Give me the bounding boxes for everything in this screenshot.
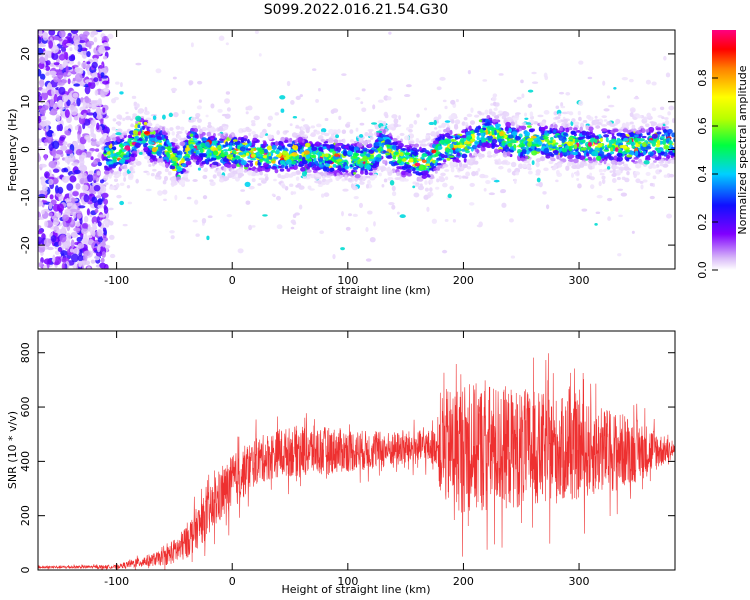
snr-x-tick-label: 100 <box>337 575 358 588</box>
snr-x-tick-label: -100 <box>104 575 129 588</box>
colorbar-tick-label: 0.6 <box>696 117 709 135</box>
snr-y-tick-label: 400 <box>19 451 32 472</box>
colorbar-tick-label: 0.4 <box>696 165 709 183</box>
snr-frame <box>37 330 676 571</box>
spectrogram-ticks <box>38 30 675 269</box>
colorbar-label: Normalized spectral amplitude <box>736 65 749 234</box>
snr-y-tick-label: 600 <box>19 397 32 418</box>
snr-y-tick-label: 200 <box>19 505 32 526</box>
snr-x-axis-label: Height of straight line (km) <box>281 583 430 596</box>
colorbar: 0.0 0.2 0.4 0.6 0.8 Normalized spectral ampl… <box>696 30 749 279</box>
spectrogram-x-tick-labels: -100 0 100 200 300 <box>104 274 589 287</box>
spectrogram-x-tick-label: 0 <box>229 274 236 287</box>
snr-x-tick-labels: -100 0 100 200 300 <box>104 575 589 588</box>
spectrogram-y-tick-labels: -20 -10 0 10 20 <box>19 47 32 254</box>
spectrogram-y-tick-label: 20 <box>19 47 32 61</box>
figure-title: S099.2022.016.21.54.G30 <box>264 2 449 18</box>
colorbar-ticks: 0.0 0.2 0.4 0.6 0.8 <box>696 69 718 279</box>
spectrogram-y-tick-label: -20 <box>19 236 32 254</box>
spectrogram-y-tick-label: -10 <box>19 188 32 206</box>
snr-series-line <box>37 353 676 571</box>
spectrogram-x-tick-label: -100 <box>104 274 129 287</box>
spectrogram-x-tick-label: 100 <box>337 274 358 287</box>
snr-y-tick-label: 800 <box>19 342 32 363</box>
snr-x-tick-label: 200 <box>453 575 474 588</box>
spectrogram-x-tick-label: 300 <box>569 274 590 287</box>
snr-x-tick-label: 300 <box>569 575 590 588</box>
snr-ticks <box>38 331 675 571</box>
spectrogram-y-axis-label: Frequency (Hz) <box>6 109 19 192</box>
spectrogram-x-tick-label: 200 <box>453 274 474 287</box>
spectrogram-heatmap <box>38 30 675 269</box>
snr-x-tick-label: 0 <box>229 575 236 588</box>
snr-y-tick-labels: 0 200 400 600 800 <box>19 342 32 573</box>
colorbar-gradient <box>712 30 736 270</box>
colorbar-tick-label: 0.8 <box>696 69 709 87</box>
spectrogram-y-tick-label: 10 <box>19 95 32 109</box>
snr-y-axis-label: SNR (10 * v/v) <box>6 411 19 489</box>
spectrogram-x-axis-label: Height of straight line (km) <box>281 284 430 297</box>
snr-y-tick-label: 0 <box>19 567 32 574</box>
colorbar-tick-label: 0.0 <box>696 261 709 279</box>
snr-panel: -100 0 100 200 300 0 200 400 600 800 Height of s… <box>6 330 676 596</box>
spectrogram-y-tick-label: 0 <box>19 146 32 153</box>
colorbar-tick-label: 0.2 <box>696 213 709 231</box>
